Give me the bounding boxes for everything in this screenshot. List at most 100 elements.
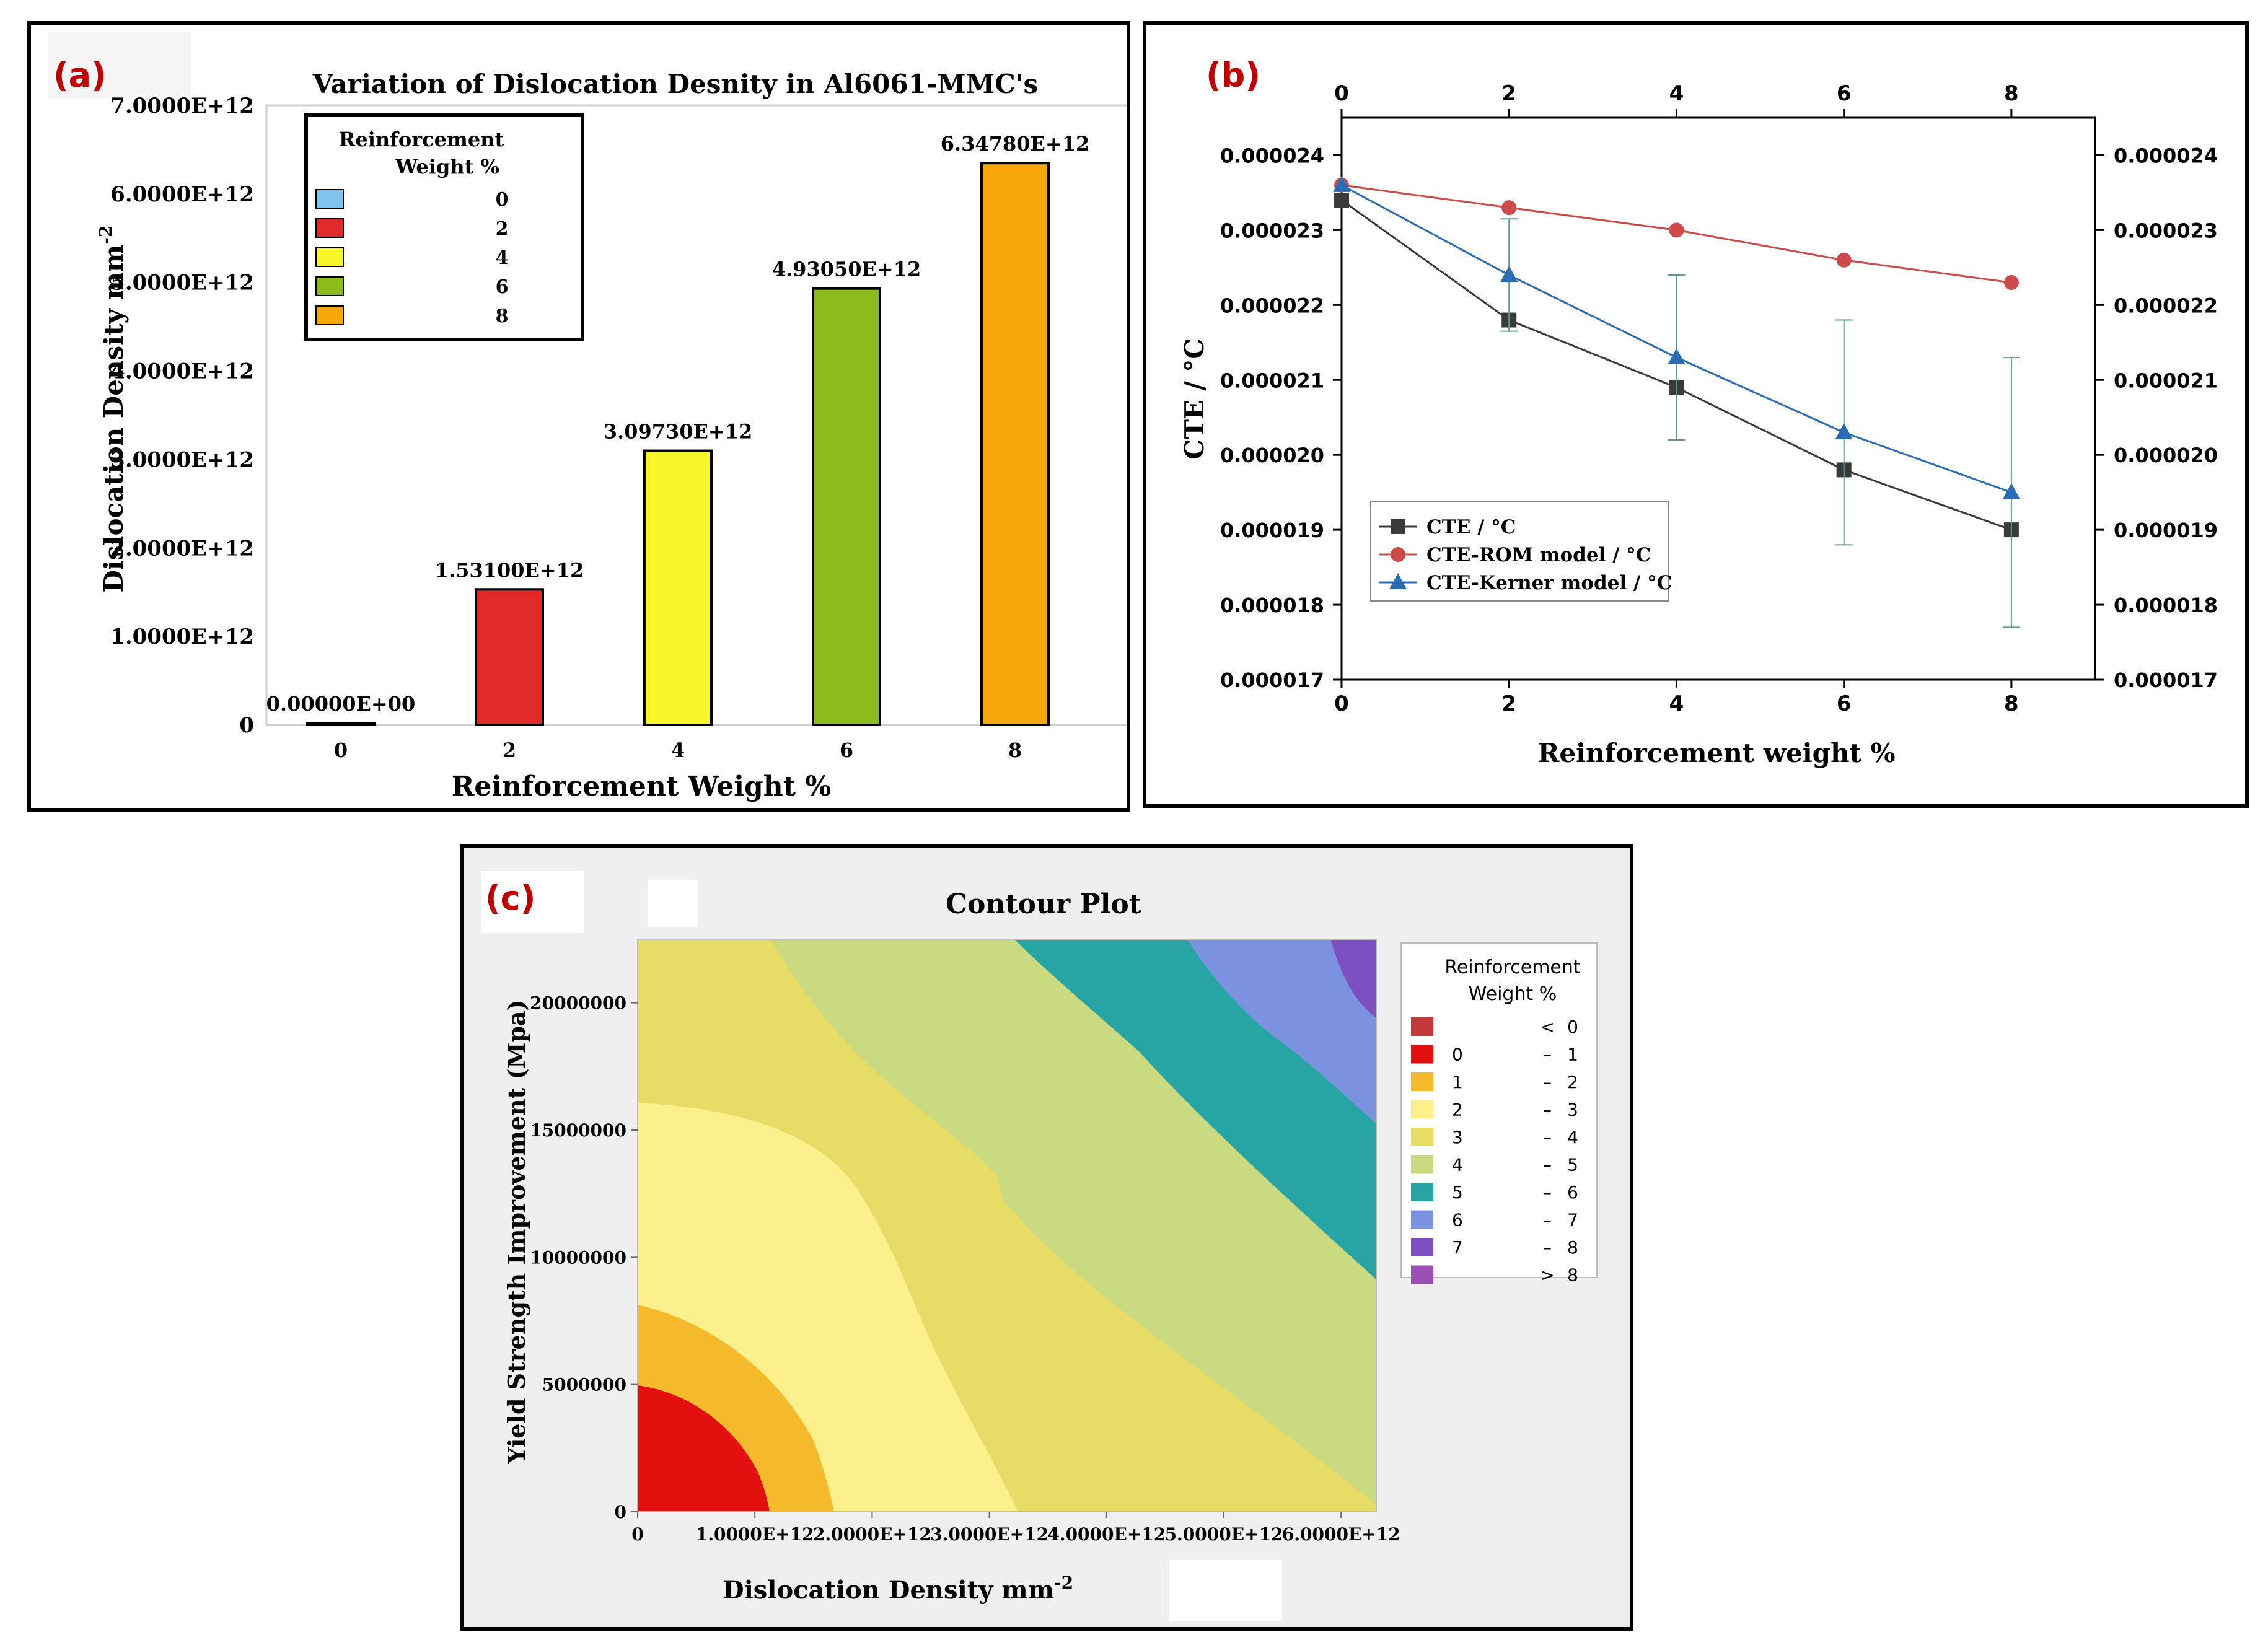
- y-tick-label-right: 0.000017: [2114, 669, 2218, 692]
- legend-swatch: [1411, 1210, 1433, 1229]
- y-tick-label-right: 0.000019: [2114, 519, 2218, 542]
- legend-sep: <: [1540, 1017, 1554, 1037]
- legend-lo: 4: [1452, 1155, 1463, 1175]
- y-tick-label-right: 0.000024: [2114, 144, 2218, 167]
- x-tick-label: 2: [503, 739, 516, 762]
- legend-lo: 6: [1452, 1210, 1463, 1230]
- legend-swatch: [1411, 1100, 1433, 1119]
- y-tick-label-right: 0.000021: [2114, 369, 2218, 392]
- series-1-point: [2003, 275, 2019, 291]
- x-tick-label-top: 0: [1334, 81, 1349, 106]
- x-tick-label: 4: [671, 739, 685, 762]
- legend-swatch-2: [315, 218, 344, 238]
- series-1-point: [1501, 200, 1517, 216]
- legend-lo: 5: [1452, 1182, 1463, 1203]
- legend-swatch-8: [315, 305, 344, 325]
- x-tick-label-top: 2: [1501, 81, 1516, 106]
- bar-0: [306, 722, 376, 726]
- panel-label-a: (a): [53, 56, 107, 95]
- series-2-point: [1500, 265, 1518, 282]
- x-axis-title-sup: -2: [1054, 1572, 1073, 1593]
- x-axis-title: Reinforcement Weight %: [452, 771, 831, 802]
- legend-lo: 0: [1452, 1045, 1463, 1065]
- legend-sep: –: [1543, 1237, 1552, 1258]
- y-tick-label: 0: [615, 1502, 626, 1522]
- x-tick-label: 0: [334, 739, 348, 762]
- legend-label: CTE-ROM model / °C: [1426, 544, 1651, 566]
- x-tick-label: 8: [1008, 739, 1022, 762]
- legend-label: CTE-Kerner model / °C: [1426, 572, 1672, 594]
- panel-label-bg: [481, 871, 584, 933]
- legend-marker: [1391, 547, 1405, 562]
- legend-hi: 8: [1567, 1265, 1578, 1286]
- legend-swatch: [1411, 1045, 1433, 1064]
- plot-border: [637, 939, 1377, 1512]
- x-tick-label-top: 6: [1837, 81, 1852, 106]
- legend-sep: –: [1543, 1210, 1552, 1230]
- x-tick-label: 3.0000E+12: [930, 1524, 1048, 1545]
- legend-hi: 4: [1567, 1127, 1578, 1147]
- legend-swatch: [1411, 1238, 1433, 1256]
- y-tick-label: 0.000022: [1220, 294, 1324, 317]
- y-tick-label: 1.0000E+12: [110, 625, 254, 649]
- legend-title-line1: Reinforcement: [1444, 957, 1581, 978]
- bar-4: [643, 449, 713, 726]
- y-tick-label: 10000000: [530, 1247, 626, 1268]
- series-1-point: [1836, 252, 1852, 268]
- panel-b-chart: (b) 0 0 2 2 4 4 6 6 8 8 0.000017 0.000017 0.000018 0.…: [1179, 56, 2218, 768]
- x-tick-label: 8: [2004, 691, 2019, 716]
- legend-box: [1400, 942, 1598, 1278]
- y-tick-label: 0.000017: [1220, 669, 1324, 692]
- legend-label: 0: [496, 189, 509, 211]
- x-tick-label: 1.0000E+12: [696, 1524, 814, 1545]
- bar-6: [812, 287, 881, 726]
- y-axis-title-sup: -2: [95, 225, 116, 244]
- legend-marker: [1389, 573, 1407, 589]
- series-0-point: [1334, 193, 1349, 208]
- panel-c-chart: (c) Contour Plot 0 1.0000E+122.0000E+123.…: [464, 848, 1630, 1627]
- legend-sep: –: [1543, 1045, 1552, 1065]
- legend-swatch-6: [315, 276, 344, 296]
- legend-box: [304, 113, 584, 341]
- legend-hi: 2: [1567, 1072, 1578, 1092]
- legend: Reinforcement Weight % <00–11–22–33–44–5…: [1400, 942, 1598, 1286]
- legend-hi: 8: [1567, 1237, 1578, 1258]
- y-tick-label: 0.000024: [1220, 144, 1324, 167]
- x-tick-label: 0: [1334, 691, 1349, 716]
- y-tick-label-right: 0.000022: [2114, 294, 2218, 317]
- bar-2: [475, 588, 544, 726]
- legend-swatch: [1411, 1265, 1433, 1284]
- legend-hi: 5: [1567, 1155, 1578, 1175]
- y-tick-label-right: 0.000020: [2114, 444, 2218, 467]
- contour-band-6-7: [1187, 939, 1376, 1124]
- x-tick-label: 2: [1501, 691, 1516, 716]
- panel-label-bg: [48, 32, 191, 99]
- bar-value-label: 4.93050E+12: [772, 258, 921, 281]
- series-2-point: [1333, 175, 1350, 192]
- y-axis-title: CTE / °C: [1179, 338, 1210, 460]
- legend-hi: 6: [1567, 1182, 1578, 1203]
- legend-sep: –: [1543, 1100, 1552, 1120]
- y-tick-label: 0.000021: [1220, 369, 1324, 392]
- x-tick-label: 6: [1837, 691, 1852, 716]
- bar-value-label: 6.34780E+12: [941, 132, 1089, 156]
- legend-label: 6: [496, 276, 509, 298]
- chart-title: Variation of Dislocation Desnity in Al60…: [312, 69, 1038, 99]
- legend-sep: >: [1540, 1265, 1554, 1286]
- legend-sep: –: [1543, 1182, 1552, 1203]
- y-tick-label-right: 0.000018: [2114, 594, 2218, 617]
- series-2-point: [1835, 423, 1853, 439]
- y-tick-label: 20000000: [530, 993, 626, 1014]
- blank-patch: [648, 880, 698, 927]
- legend-hi: 0: [1567, 1017, 1578, 1037]
- y-tick-label: 0.000018: [1220, 594, 1324, 617]
- x-tick-label: 4.0000E+12: [1047, 1524, 1166, 1545]
- panel-label-c: (c): [485, 879, 535, 918]
- legend-label: 8: [496, 305, 509, 327]
- legend-label: 4: [496, 247, 509, 269]
- bar-value-label: 1.53100E+12: [435, 558, 584, 582]
- chart-title: Contour Plot: [946, 888, 1142, 920]
- series-1-point: [1669, 222, 1684, 238]
- bar-8: [980, 162, 1050, 726]
- panel-a-chart: (a) Variation of Dislocation Desnity in …: [48, 32, 1127, 802]
